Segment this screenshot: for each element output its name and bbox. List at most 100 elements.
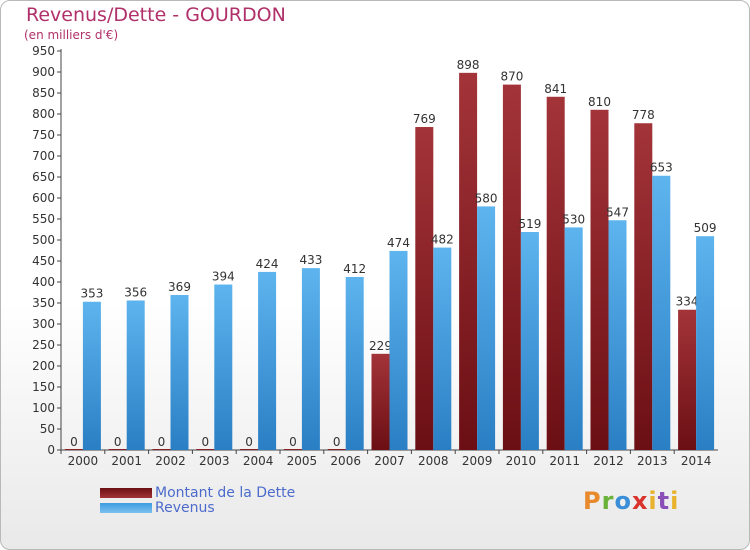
bar-revenus [82, 301, 101, 450]
x-tick-label: 2012 [593, 454, 624, 468]
data-label-dette: 0 [201, 435, 209, 449]
y-tick-label: 100 [32, 401, 55, 415]
bar-dette [152, 449, 171, 450]
bar-revenus [214, 284, 233, 450]
y-tick-label: 250 [32, 338, 55, 352]
bar-revenus [520, 232, 539, 450]
data-label-revenus: 412 [343, 262, 366, 276]
data-label-dette: 0 [289, 435, 297, 449]
data-label-revenus: 394 [212, 270, 235, 284]
y-tick-label: 900 [32, 65, 55, 79]
x-tick-label: 2013 [637, 454, 668, 468]
y-tick-label: 650 [32, 170, 55, 184]
y-tick-label: 450 [32, 254, 55, 268]
bar-revenus [389, 250, 408, 450]
x-tick-label: 2006 [330, 454, 361, 468]
bar-dette [283, 449, 302, 450]
bar-revenus [477, 206, 496, 450]
y-tick-label: 200 [32, 359, 55, 373]
y-tick-label: 600 [32, 191, 55, 205]
data-label-dette: 810 [588, 95, 611, 109]
chart-legend: Montant de la Dette Revenus [100, 486, 295, 516]
chart-title: Revenus/Dette - GOURDON [26, 4, 286, 26]
data-label-dette: 0 [70, 435, 78, 449]
data-label-revenus: 547 [606, 205, 629, 219]
bar-dette [327, 449, 346, 450]
y-tick-label: 700 [32, 149, 55, 163]
x-tick-label: 2014 [681, 454, 712, 468]
y-tick-label: 500 [32, 233, 55, 247]
data-label-revenus: 482 [431, 233, 454, 247]
data-label-revenus: 356 [124, 285, 147, 299]
bar-revenus [433, 247, 452, 450]
data-label-dette: 0 [114, 435, 122, 449]
x-tick-label: 2001 [111, 454, 142, 468]
data-label-revenus: 353 [80, 287, 103, 301]
data-label-dette: 778 [632, 108, 655, 122]
x-tick-label: 2011 [549, 454, 580, 468]
x-tick-label: 2000 [68, 454, 99, 468]
y-tick-label: 550 [32, 212, 55, 226]
bar-revenus [608, 220, 627, 450]
data-label-dette: 334 [676, 295, 699, 309]
bar-dette [108, 449, 127, 450]
x-tick-label: 2002 [155, 454, 186, 468]
data-label-dette: 0 [333, 435, 341, 449]
legend-swatch-dette [100, 488, 152, 498]
bar-dette [634, 123, 653, 451]
bar-revenus [564, 227, 583, 450]
data-label-revenus: 519 [518, 217, 541, 231]
x-tick-label: 2009 [462, 454, 493, 468]
chart-subtitle: (en milliers d'€) [24, 28, 119, 42]
legend-swatch-revenus [100, 503, 152, 513]
x-tick-label: 2003 [199, 454, 230, 468]
data-label-revenus: 580 [475, 191, 498, 205]
data-label-dette: 898 [457, 58, 480, 72]
data-label-revenus: 653 [650, 161, 673, 175]
bar-dette [240, 449, 259, 450]
bar-dette [196, 449, 215, 450]
bar-dette [502, 84, 521, 450]
data-label-dette: 0 [158, 435, 166, 449]
y-tick-label: 150 [32, 380, 55, 394]
legend-label-revenus: Revenus [155, 500, 215, 516]
y-tick-label: 400 [32, 275, 55, 289]
data-label-dette: 870 [500, 70, 523, 84]
y-tick-label: 800 [32, 107, 55, 121]
y-tick-label: 850 [32, 86, 55, 100]
data-label-revenus: 369 [168, 280, 191, 294]
x-tick-label: 2008 [418, 454, 449, 468]
y-tick-label: 50 [40, 422, 55, 436]
bar-dette [64, 449, 83, 450]
bar-revenus [258, 271, 277, 450]
bar-dette [546, 96, 565, 450]
data-label-revenus: 509 [694, 221, 717, 235]
data-label-revenus: 530 [562, 212, 585, 226]
y-tick-label: 0 [47, 443, 55, 457]
data-label-dette: 769 [413, 112, 436, 126]
x-tick-label: 2005 [287, 454, 318, 468]
y-tick-label: 300 [32, 317, 55, 331]
data-label-revenus: 424 [256, 257, 279, 271]
bar-dette [371, 353, 390, 450]
legend-item-dette: Montant de la Dette [100, 486, 295, 501]
legend-label-dette: Montant de la Dette [155, 485, 296, 501]
y-tick-label: 950 [32, 44, 55, 58]
bar-revenus [652, 175, 671, 451]
bar-revenus [345, 276, 364, 450]
data-label-dette: 0 [245, 435, 253, 449]
bar-revenus [126, 300, 145, 450]
proxiti-logo: Proxiti [583, 487, 680, 515]
bar-revenus [170, 295, 189, 450]
y-tick-label: 350 [32, 296, 55, 310]
data-label-revenus: 474 [387, 236, 410, 250]
bar-dette [678, 309, 697, 450]
data-label-revenus: 433 [299, 253, 322, 267]
x-tick-label: 2004 [243, 454, 274, 468]
x-tick-label: 2007 [374, 454, 405, 468]
bar-dette [590, 109, 609, 451]
x-tick-label: 2010 [506, 454, 537, 468]
y-tick-label: 750 [32, 128, 55, 142]
bar-revenus [301, 268, 320, 450]
